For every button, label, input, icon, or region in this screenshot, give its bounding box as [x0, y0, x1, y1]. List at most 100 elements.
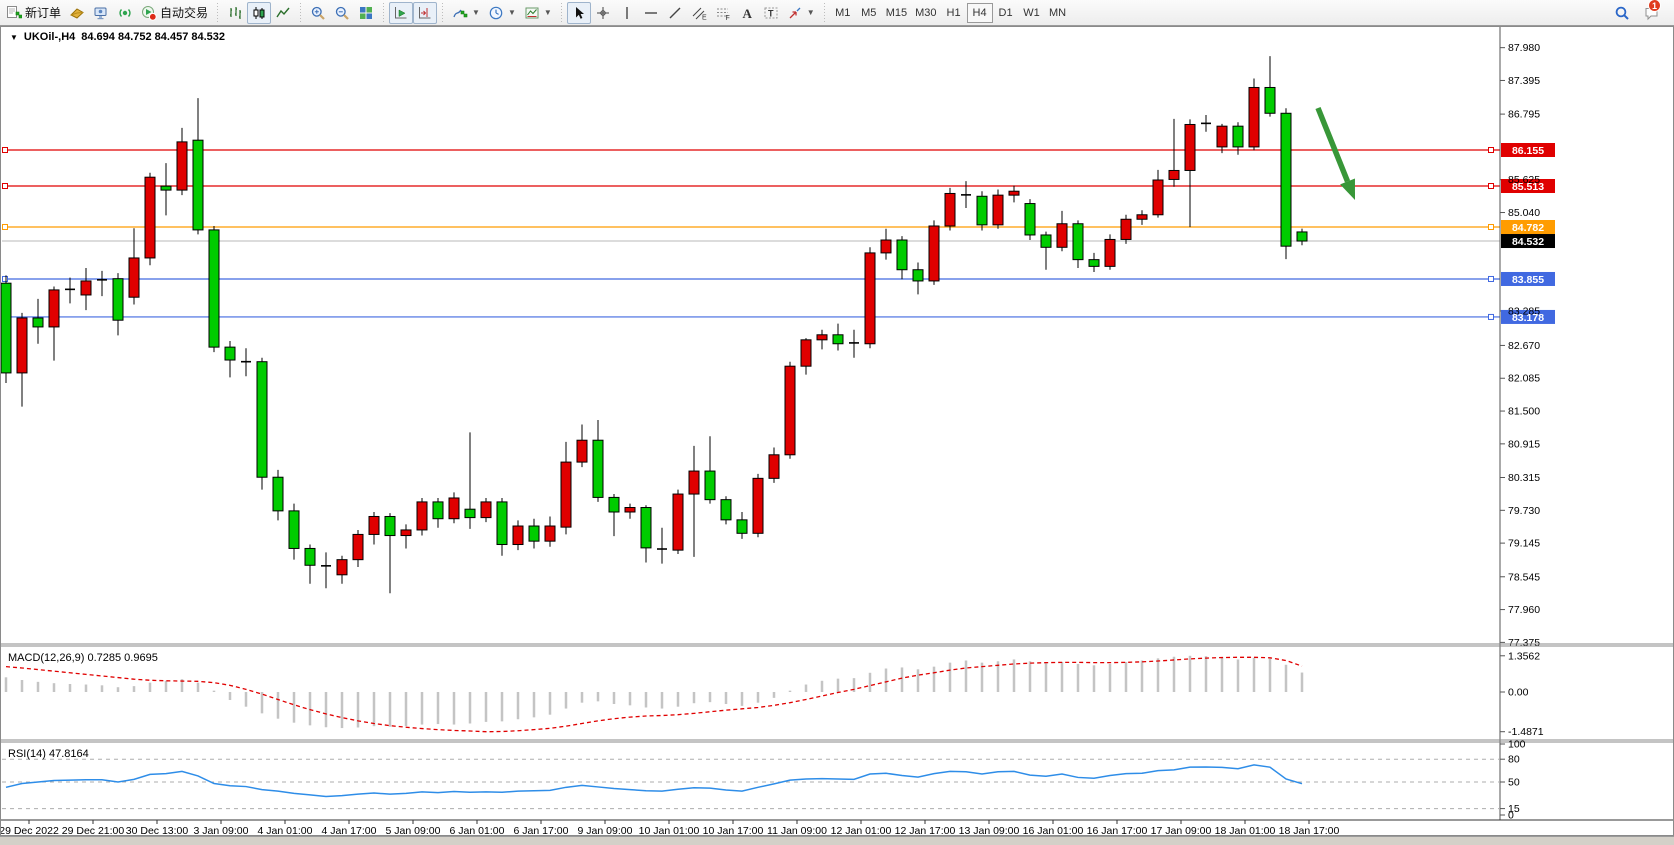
- autotrading-button-label: 自动交易: [160, 6, 209, 20]
- candle: [944, 187, 956, 231]
- line-chart-button[interactable]: [271, 2, 295, 24]
- timeframe-w1-button[interactable]: W1: [1023, 6, 1040, 19]
- rsi-line: [5, 764, 1303, 798]
- chart-window[interactable]: 87.980 87.395 86.795 85.625 85.040 83.285 82.6…: [0, 26, 1674, 836]
- signals-button[interactable]: [113, 2, 137, 24]
- timeframe-h4-button[interactable]: H4: [966, 2, 993, 23]
- arrows-button[interactable]: ▼: [783, 2, 819, 24]
- timeframe-h1-button[interactable]: H1: [946, 6, 961, 19]
- candle: [912, 262, 924, 295]
- bar-chart-button[interactable]: [223, 2, 247, 24]
- chart-canvas[interactable]: 87.980 87.395 86.795 85.625 85.040 83.285 82.6…: [0, 26, 1674, 836]
- vertical-line-icon: [619, 5, 635, 21]
- candle: [976, 191, 988, 231]
- equidistant-channel-button[interactable]: E: [687, 2, 711, 24]
- macd-label: MACD(12,26,9) 0.7285 0.9695: [8, 652, 158, 664]
- timeframe-mn-button[interactable]: MN: [1048, 6, 1067, 19]
- candle: [880, 228, 892, 260]
- templates-button[interactable]: ▼: [520, 2, 556, 24]
- candle: [704, 436, 716, 504]
- candlestick-icon: [251, 5, 267, 21]
- candle: [816, 329, 828, 350]
- candle: [97, 270, 107, 297]
- periods-icon: [488, 5, 504, 21]
- candle: [1168, 118, 1180, 187]
- cursor-button[interactable]: [566, 1, 591, 24]
- periods-button[interactable]: ▼: [484, 2, 520, 24]
- indicators-button[interactable]: ▼: [448, 2, 484, 24]
- candle: [672, 489, 684, 555]
- time-tick-label: 11 Jan 09:00: [767, 825, 827, 836]
- candle: [352, 529, 364, 567]
- fibonacci-button[interactable]: F: [711, 2, 735, 24]
- candle: [592, 420, 604, 502]
- svg-text:83.178: 83.178: [1512, 312, 1544, 324]
- timeframe-m1-button[interactable]: M1: [835, 6, 851, 19]
- horizontal-line-icon: [643, 5, 659, 21]
- ohlc-readout: 84.694 84.752 84.457 84.532: [81, 31, 226, 43]
- svg-text:83.855: 83.855: [1512, 274, 1544, 286]
- new-order-button[interactable]: 新订单: [2, 2, 65, 24]
- search-button[interactable]: [1610, 2, 1634, 24]
- time-axis[interactable]: [0, 819, 1674, 824]
- time-tick-label: 18 Jan 01:00: [1215, 825, 1276, 836]
- terminal-button[interactable]: [89, 2, 113, 24]
- crosshair-button[interactable]: [591, 2, 615, 24]
- candle: [1296, 228, 1308, 246]
- crosshair-icon: [595, 5, 611, 21]
- candlestick-button[interactable]: [247, 1, 272, 24]
- cursor-icon: [571, 5, 587, 21]
- candle: [961, 181, 971, 209]
- candle: [368, 511, 380, 545]
- text-button[interactable]: A: [735, 2, 759, 24]
- candle: [288, 503, 300, 560]
- timeframe-m15-button[interactable]: M15: [885, 6, 908, 19]
- tile-windows-button[interactable]: [354, 2, 378, 24]
- horizontal-line-83.855[interactable]: [2, 275, 1500, 282]
- rsi-axis-label: 50: [1508, 777, 1520, 789]
- price-scale[interactable]: [1499, 27, 1555, 820]
- chart-shift-button[interactable]: [413, 1, 438, 24]
- history-button[interactable]: [65, 2, 89, 24]
- toolbar: 新订单 自动交易 ▼ ▼ ▼ E F A T ▼ M1 M5 M15 M30 H1 H4 D1 W1 MN 1: [0, 0, 1674, 26]
- zoom-in-button[interactable]: [306, 2, 330, 24]
- svg-text:E: E: [702, 14, 707, 21]
- horizontal-line-86.155[interactable]: [2, 147, 1500, 153]
- autotrading-button[interactable]: 自动交易: [137, 2, 212, 24]
- price-tick-label: 81.500: [1508, 406, 1540, 418]
- text-label-button[interactable]: T: [759, 2, 783, 24]
- horizontal-line-84.782[interactable]: [2, 223, 1500, 230]
- candle: [864, 247, 876, 349]
- candle: [32, 298, 44, 344]
- price-tick-label: 87.980: [1508, 42, 1540, 54]
- svg-text:T: T: [768, 8, 774, 18]
- chevron-down-icon[interactable]: ▼: [10, 32, 18, 42]
- candle: [992, 189, 1004, 229]
- notifications-button[interactable]: 1: [1640, 0, 1664, 24]
- price-pane[interactable]: [0, 56, 1500, 594]
- timeframe-d1-button[interactable]: D1: [998, 6, 1013, 19]
- auto-scroll-button[interactable]: [389, 1, 414, 24]
- timeframe-m5-button[interactable]: M5: [861, 6, 877, 19]
- horizontal-line-85.513[interactable]: [2, 183, 1500, 190]
- svg-text:86.155: 86.155: [1512, 145, 1544, 157]
- macd-axis-label: 1.3562: [1508, 650, 1540, 662]
- candle: [1216, 123, 1228, 154]
- macd-pane[interactable]: [4, 655, 1304, 733]
- chevron-down-icon: ▼: [472, 8, 480, 17]
- candle: [1136, 210, 1148, 225]
- price-tick-label: 82.085: [1508, 373, 1540, 385]
- price-tag-83.178: [1501, 309, 1555, 324]
- rsi-pane[interactable]: [2, 758, 1500, 810]
- candle: [784, 361, 796, 459]
- trendline-button[interactable]: [663, 2, 687, 24]
- candle: [896, 236, 908, 280]
- vertical-line-button[interactable]: [615, 2, 639, 24]
- timeframe-m30-button[interactable]: M30: [915, 6, 937, 19]
- zoom-out-button[interactable]: [330, 2, 354, 24]
- trend-arrow-annotation[interactable]: [1315, 106, 1355, 200]
- horizontal-line-button[interactable]: [639, 2, 663, 24]
- candle: [768, 447, 780, 483]
- toolbar-separator: [380, 2, 388, 23]
- price-tick-label: 80.915: [1508, 438, 1540, 450]
